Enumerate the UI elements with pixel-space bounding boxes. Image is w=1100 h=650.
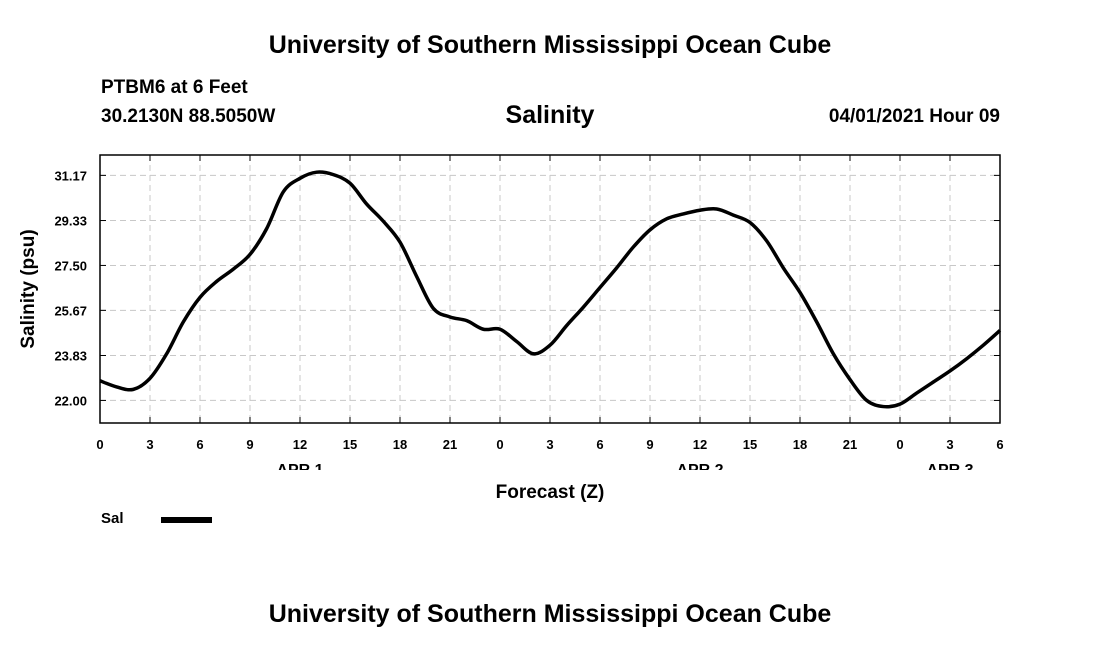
legend-swatch — [161, 517, 212, 523]
x-tick-label: 15 — [343, 437, 357, 452]
coordinates-label: 30.2130N 88.5050W — [101, 106, 276, 127]
station-label: PTBM6 at 6 Feet — [101, 77, 248, 98]
y-tick-label: 27.50 — [54, 258, 87, 273]
x-tick-label: 6 — [196, 437, 203, 452]
chart-title: Salinity — [505, 101, 595, 129]
series-layer — [99, 170, 1002, 409]
x-tick-label: 3 — [146, 437, 153, 452]
salinity-chart: 0 3 6 9 12 15 18 21 0 3 6 9 12 15 18 21 0 3 6 22.00 23.83 25.… — [18, 154, 1004, 470]
x-tick-label: 18 — [393, 437, 407, 452]
grid-lines — [100, 155, 1000, 423]
legend-label: Sal — [101, 510, 124, 527]
series-line-sal — [99, 170, 1002, 409]
y-axis-label: Salinity (psu) — [18, 229, 39, 348]
x-tick-label: 21 — [443, 437, 457, 452]
datetime-label: 04/01/2021 Hour 09 — [828, 106, 1000, 127]
x-tick-label: 21 — [843, 437, 857, 452]
x-tick-label: 15 — [743, 437, 757, 452]
x-tick-label: 18 — [793, 437, 807, 452]
x-tick-label: 0 — [96, 437, 103, 452]
y-tick-label: 29.33 — [54, 214, 87, 229]
x-tick-label: 6 — [996, 437, 1003, 452]
x-tick-label: 0 — [496, 437, 503, 452]
date-label: APR 3 — [926, 462, 973, 470]
axis-ticks: 0 3 6 9 12 15 18 21 0 3 6 9 12 15 18 21 0 3 6 22.00 23.83 25.… — [54, 155, 1004, 470]
y-tick-label: 22.00 — [54, 393, 87, 408]
x-tick-label: 0 — [896, 437, 903, 452]
page-title: University of Southern Mississippi Ocean… — [268, 31, 832, 59]
y-tick-label: 25.67 — [54, 303, 87, 318]
y-tick-label: 23.83 — [54, 349, 87, 364]
date-label: APR 2 — [676, 462, 723, 470]
x-tick-label: 12 — [293, 437, 307, 452]
footer-title: University of Southern Mississippi Ocean… — [268, 600, 832, 628]
x-tick-label: 6 — [596, 437, 603, 452]
x-tick-label: 3 — [946, 437, 953, 452]
x-tick-label: 12 — [693, 437, 707, 452]
date-label: APR 1 — [276, 462, 323, 470]
x-tick-label: 3 — [546, 437, 553, 452]
x-tick-label: 9 — [246, 437, 253, 452]
y-axis-label-group: Salinity (psu) — [18, 229, 39, 348]
y-tick-label: 31.17 — [54, 168, 87, 183]
x-tick-label: 9 — [646, 437, 653, 452]
x-axis-label: Forecast (Z) — [495, 482, 605, 503]
